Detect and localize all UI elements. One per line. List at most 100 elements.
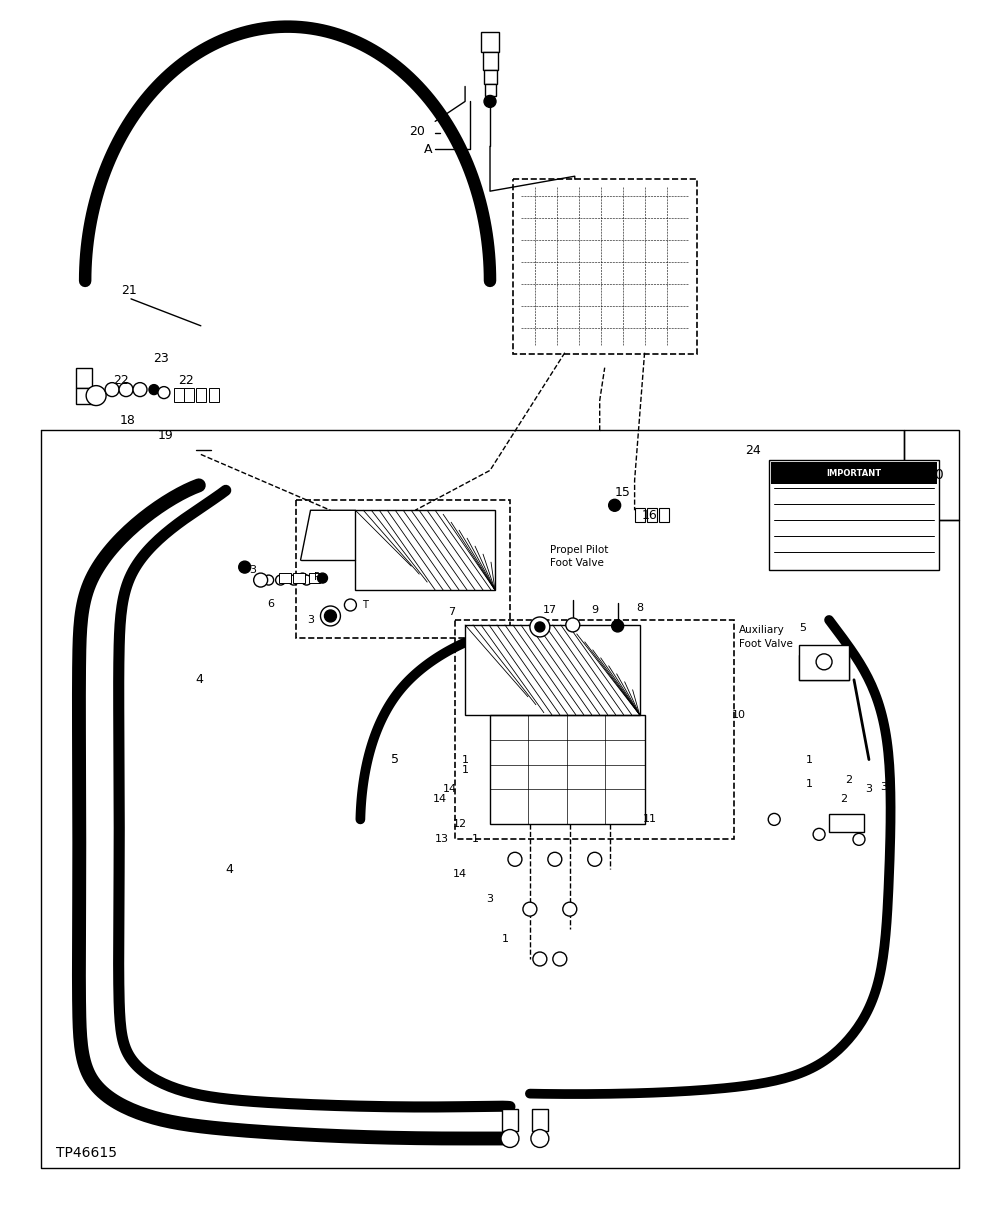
Text: 14: 14	[443, 784, 457, 795]
Bar	[481, 32, 499, 52]
Circle shape	[324, 610, 336, 622]
Bar	[465, 625, 640, 715]
Bar	[174, 388, 184, 401]
Bar	[296, 501, 510, 638]
Circle shape	[149, 384, 159, 395]
Text: Foot Valve: Foot Valve	[740, 639, 793, 648]
Circle shape	[563, 902, 577, 916]
Circle shape	[531, 1130, 549, 1148]
Text: 3: 3	[865, 784, 872, 795]
Text: 15: 15	[615, 486, 631, 499]
Text: 4: 4	[196, 674, 204, 686]
Circle shape	[317, 573, 327, 583]
Bar	[355, 510, 495, 590]
Circle shape	[289, 574, 299, 585]
Bar	[904, 430, 958, 520]
Text: 20: 20	[409, 125, 425, 138]
Text: 4: 4	[225, 863, 233, 876]
Bar	[184, 388, 194, 401]
Circle shape	[158, 387, 170, 399]
Text: 5: 5	[392, 753, 400, 766]
Bar	[769, 461, 939, 570]
Circle shape	[813, 828, 825, 840]
Bar	[635, 508, 645, 522]
Text: 1: 1	[462, 755, 469, 765]
Text: 8: 8	[636, 604, 643, 613]
Bar	[484, 69, 497, 85]
Text: T: T	[362, 600, 368, 610]
Circle shape	[768, 813, 780, 825]
Bar	[532, 1109, 548, 1131]
Text: 22: 22	[178, 375, 194, 387]
Text: 7: 7	[448, 607, 455, 617]
Circle shape	[344, 599, 356, 611]
Circle shape	[566, 618, 580, 631]
Bar	[485, 85, 496, 97]
Text: 9: 9	[591, 605, 598, 614]
Text: A: A	[424, 143, 432, 156]
Circle shape	[133, 383, 147, 396]
Text: Foot Valve: Foot Valve	[550, 558, 603, 568]
Bar	[771, 463, 937, 485]
Circle shape	[501, 1130, 519, 1148]
Circle shape	[238, 561, 250, 573]
Bar	[76, 367, 92, 388]
Circle shape	[302, 574, 312, 585]
Bar	[502, 1109, 518, 1131]
Text: TP46615: TP46615	[56, 1147, 118, 1160]
Circle shape	[264, 574, 274, 585]
Bar	[647, 508, 657, 522]
Text: 3: 3	[307, 614, 315, 625]
Text: 10: 10	[732, 710, 747, 720]
Bar	[309, 573, 320, 583]
Text: 24: 24	[746, 444, 762, 457]
Circle shape	[484, 96, 496, 108]
Circle shape	[105, 383, 119, 396]
Text: 14: 14	[433, 794, 447, 805]
Text: Propel Pilot: Propel Pilot	[550, 545, 608, 555]
Circle shape	[587, 852, 601, 867]
Circle shape	[816, 653, 832, 670]
Text: 3: 3	[249, 565, 256, 576]
Bar	[513, 179, 697, 354]
Circle shape	[508, 852, 522, 867]
Text: 2: 2	[841, 794, 848, 805]
Text: 3: 3	[487, 894, 494, 904]
Bar	[293, 573, 305, 583]
Text: 19: 19	[158, 429, 174, 442]
Bar	[455, 621, 734, 840]
Bar	[799, 645, 849, 680]
Circle shape	[553, 951, 567, 966]
Bar	[196, 388, 206, 401]
Circle shape	[611, 621, 624, 631]
Text: P: P	[314, 572, 319, 582]
Circle shape	[530, 617, 550, 638]
Circle shape	[853, 834, 865, 845]
Text: Auxiliary: Auxiliary	[740, 625, 785, 635]
Circle shape	[608, 499, 621, 511]
Text: 21: 21	[121, 285, 136, 297]
Text: 11: 11	[643, 814, 657, 824]
Circle shape	[548, 852, 562, 867]
Text: 14: 14	[453, 869, 467, 879]
Text: 13: 13	[435, 834, 449, 845]
Text: 18: 18	[120, 415, 135, 427]
Circle shape	[298, 573, 308, 583]
Text: IMPORTANT: IMPORTANT	[827, 469, 881, 478]
Text: 1: 1	[462, 765, 469, 774]
Circle shape	[253, 573, 268, 587]
Text: 17: 17	[543, 605, 557, 614]
Text: 0: 0	[935, 468, 944, 482]
Bar	[483, 52, 498, 69]
Text: 1: 1	[806, 755, 813, 765]
Text: 1: 1	[501, 934, 508, 944]
Text: 23: 23	[153, 353, 169, 365]
Text: 16: 16	[642, 509, 658, 521]
Circle shape	[535, 622, 545, 631]
Circle shape	[276, 574, 286, 585]
Text: 12: 12	[453, 819, 467, 829]
Bar	[829, 814, 864, 833]
Text: 3: 3	[880, 783, 887, 793]
Bar	[209, 388, 219, 401]
Text: 6: 6	[267, 599, 274, 608]
